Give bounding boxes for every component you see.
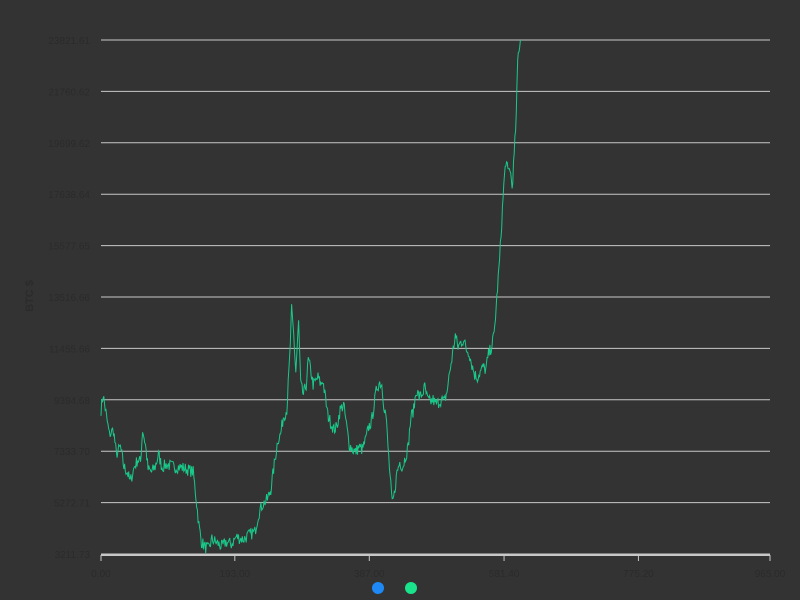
x-tick-label: 965.00 [755,569,786,580]
x-tick-label: 581.40 [489,569,520,580]
legend[interactable] [372,582,417,594]
x-tick-label: 387.00 [354,569,385,580]
x-axis [100,554,771,561]
y-tick-label: 9394.68 [54,396,91,407]
y-tick-label: 21760.62 [48,87,90,98]
legend-marker-1[interactable] [372,582,384,594]
x-tick-label: 775.20 [623,569,654,580]
gridlines [101,39,770,555]
y-tick-label: 7333.70 [54,447,91,458]
y-tick-label: 11455.66 [49,344,90,355]
y-tick-label: 5272.71 [54,499,91,510]
y-tick-label: 13516.66 [48,293,90,304]
y-tick-label: 3211.73 [55,550,91,561]
x-tick-labels: 0.00 193.00 387.00 581.40 775.20 965.00 [91,569,785,580]
y-axis-label: BTC $ [24,280,36,312]
y-tick-labels: 3211.73 5272.71 7333.70 9394.68 11455.66 1351… [48,36,90,561]
y-tick-label: 23821.61 [48,36,90,47]
y-tick-label: 15577.65 [48,242,90,253]
x-tick-label: 193.00 [220,569,251,580]
x-tick-label: 0.00 [91,569,111,580]
y-tick-label: 19699.62 [48,139,90,150]
y-tick-label: 17638.64 [48,190,90,201]
legend-marker-2[interactable] [405,582,417,594]
series-line [100,39,521,554]
